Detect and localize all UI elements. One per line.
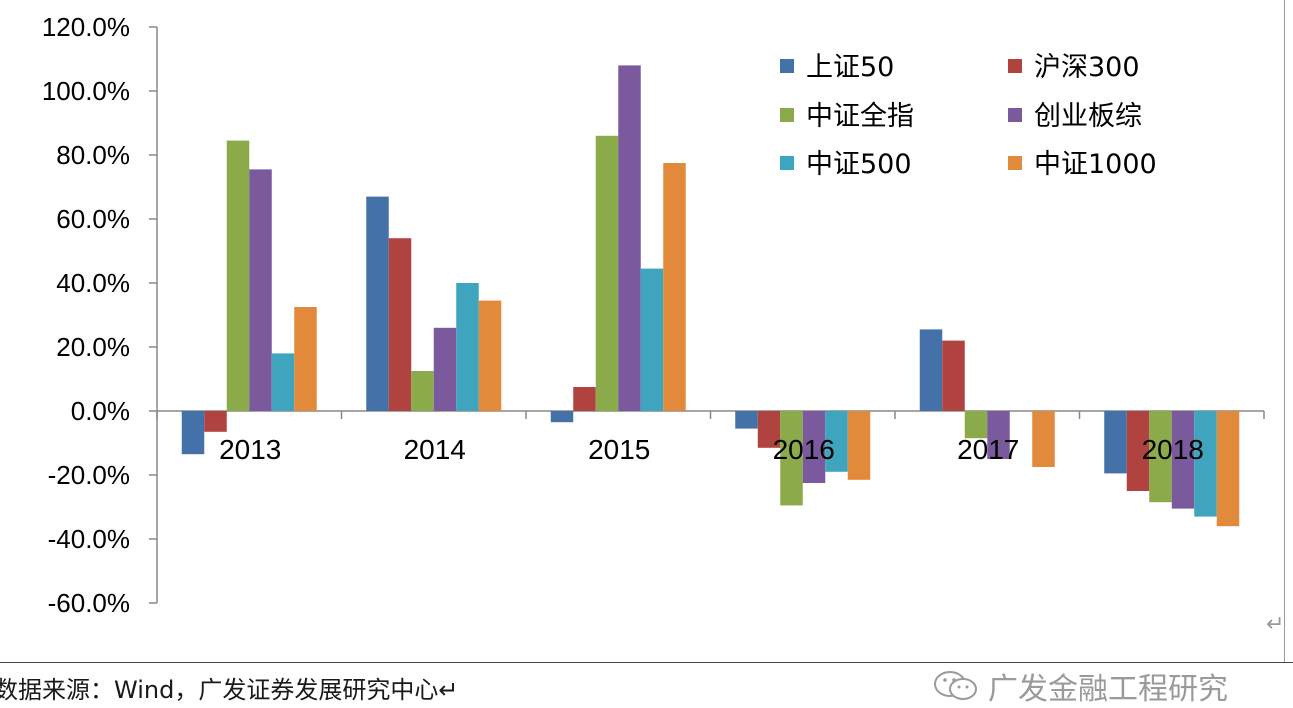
legend-label: 上证50 bbox=[806, 52, 894, 83]
y-tick-label: 60.0% bbox=[56, 204, 130, 234]
bar-2014-1 bbox=[366, 196, 389, 411]
x-axis bbox=[156, 410, 1265, 419]
chart-frame-edge bbox=[1284, 0, 1285, 662]
legend-item-2: 沪深300 bbox=[1008, 52, 1140, 83]
legend-label: 中证全指 bbox=[806, 101, 914, 132]
wechat-icon bbox=[934, 671, 977, 700]
legend-label: 沪深300 bbox=[1034, 52, 1140, 83]
bar-2018-3 bbox=[1149, 411, 1172, 503]
legend-swatch bbox=[780, 59, 794, 73]
bar-2016-4 bbox=[802, 411, 826, 483]
y-tick-label: 0.0% bbox=[71, 396, 130, 426]
legend-label: 创业板综 bbox=[1034, 101, 1142, 132]
bar-2013-3 bbox=[226, 140, 250, 411]
bar-2015-1 bbox=[550, 411, 574, 423]
category-label-2016: 2016 bbox=[773, 434, 835, 465]
bar-group-2014 bbox=[366, 196, 502, 411]
bar-2017-6 bbox=[1032, 411, 1055, 467]
bar-2014-4 bbox=[433, 327, 457, 411]
bar-2015-3 bbox=[595, 135, 619, 412]
bar-2015-6 bbox=[663, 163, 686, 411]
bar-2013-6 bbox=[294, 307, 317, 411]
y-tick-label: 40.0% bbox=[56, 268, 130, 298]
bar-groups bbox=[181, 65, 1240, 527]
bar-chart: 120.0% 100.0% 80.0% 60.0% 40.0% 20.0% 0.0% -20.… bbox=[42, 12, 1265, 618]
bar-2015-4 bbox=[618, 65, 641, 412]
y-tick-label: 80.0% bbox=[56, 140, 130, 170]
bar-2015-2 bbox=[573, 387, 596, 411]
brand-name: 广发金融工程研究 bbox=[988, 672, 1228, 707]
bar-2017-2 bbox=[942, 340, 965, 411]
bar-2018-1 bbox=[1104, 411, 1127, 474]
y-tick-label: -60.0% bbox=[48, 588, 130, 618]
legend-swatch bbox=[780, 108, 794, 122]
category-label-2018: 2018 bbox=[1142, 434, 1204, 465]
y-tick-label: 100.0% bbox=[42, 76, 130, 106]
legend-item-1: 上证50 bbox=[780, 52, 894, 83]
bar-2013-4 bbox=[249, 169, 272, 411]
bar-group-2017 bbox=[919, 329, 1055, 467]
y-tick-label: -20.0% bbox=[48, 460, 130, 490]
bar-2016-3 bbox=[780, 411, 803, 506]
bar-2018-5 bbox=[1194, 411, 1217, 517]
bar-2014-5 bbox=[456, 283, 479, 411]
category-label-2014: 2014 bbox=[404, 434, 466, 465]
bar-group-2018 bbox=[1104, 411, 1240, 527]
bar-2017-4 bbox=[987, 411, 1010, 459]
bar-2018-4 bbox=[1171, 411, 1195, 509]
bar-2018-2 bbox=[1126, 411, 1150, 491]
category-label-2017: 2017 bbox=[957, 434, 1019, 465]
legend-item-5: 中证500 bbox=[780, 149, 912, 180]
bar-group-2013 bbox=[181, 140, 317, 455]
bar-2016-2 bbox=[757, 411, 781, 448]
legend-swatch bbox=[1008, 108, 1022, 122]
bar-2017-3 bbox=[964, 411, 988, 439]
category-label-2013: 2013 bbox=[219, 434, 281, 465]
bar-2014-3 bbox=[411, 371, 434, 411]
bar-2017-1 bbox=[919, 329, 943, 411]
legend-swatch bbox=[1008, 156, 1022, 170]
legend-item-4: 创业板综 bbox=[1008, 101, 1142, 132]
bar-2016-1 bbox=[735, 411, 758, 429]
bar-2016-6 bbox=[847, 411, 871, 480]
legend-item-3: 中证全指 bbox=[780, 101, 914, 132]
bar-2014-6 bbox=[478, 300, 502, 411]
y-tick-label: 120.0% bbox=[42, 12, 130, 42]
legend-item-6: 中证1000 bbox=[1008, 149, 1157, 180]
bar-2013-1 bbox=[181, 411, 205, 455]
legend-label: 中证500 bbox=[806, 149, 912, 180]
paragraph-return-mark: ↵ bbox=[1266, 612, 1285, 637]
bar-2014-2 bbox=[388, 238, 412, 411]
bar-2013-5 bbox=[271, 353, 295, 411]
legend-label: 中证1000 bbox=[1034, 149, 1157, 180]
bar-2015-5 bbox=[640, 268, 664, 411]
brand-watermark: 广发金融工程研究 bbox=[930, 664, 1228, 708]
y-axis: 120.0% 100.0% 80.0% 60.0% 40.0% 20.0% 0.0% -20.… bbox=[42, 12, 158, 618]
bar-group-2016 bbox=[735, 411, 871, 506]
footer-divider bbox=[0, 662, 1293, 663]
legend-swatch bbox=[780, 156, 794, 170]
legend-swatch bbox=[1008, 59, 1022, 73]
data-source-note: 数据来源：Wind，广发证券发展研究中心↵ bbox=[0, 676, 459, 704]
bar-group-2015 bbox=[550, 65, 686, 423]
y-tick-label: 20.0% bbox=[56, 332, 130, 362]
category-labels: 2013 2014 2015 2016 2017 2018 bbox=[219, 434, 1204, 465]
category-label-2015: 2015 bbox=[588, 434, 650, 465]
bar-2018-6 bbox=[1216, 411, 1240, 527]
y-tick-label: -40.0% bbox=[48, 524, 130, 554]
bar-2016-5 bbox=[825, 411, 848, 472]
bar-2013-2 bbox=[204, 411, 227, 432]
